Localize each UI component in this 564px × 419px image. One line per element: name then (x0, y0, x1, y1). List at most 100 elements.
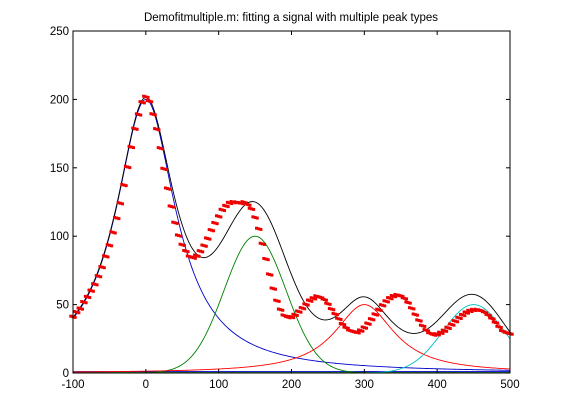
data-point (224, 204, 228, 208)
data-point (84, 301, 88, 305)
data-point (251, 215, 255, 219)
data-point (171, 220, 175, 224)
data-point (128, 166, 132, 170)
data-point (407, 306, 411, 310)
data-point (335, 313, 339, 317)
data-point (173, 221, 177, 225)
data-point (493, 321, 497, 325)
data-point (102, 254, 106, 258)
data-point (492, 317, 496, 321)
data-point (506, 331, 510, 335)
data-point (346, 326, 350, 330)
data-point (198, 249, 202, 253)
data-point (168, 187, 172, 191)
data-point (100, 265, 104, 269)
x-tick-label: 400 (428, 379, 447, 391)
data-point (394, 295, 398, 299)
data-point (308, 299, 312, 303)
data-point (223, 209, 227, 213)
data-point (477, 308, 481, 312)
data-point (361, 329, 365, 333)
data-point (158, 146, 162, 150)
data-point (497, 325, 501, 329)
data-point (174, 233, 178, 237)
data-point (442, 329, 446, 333)
data-point (291, 312, 295, 316)
data-point (88, 296, 92, 300)
data-point (93, 282, 97, 286)
data-point (444, 325, 448, 329)
data-point (209, 228, 213, 232)
data-point (342, 325, 346, 329)
data-point (99, 275, 103, 279)
y-tick-label: 50 (56, 300, 69, 312)
data-point (219, 215, 223, 219)
data-point (147, 99, 151, 103)
data-point (448, 322, 452, 326)
data-point (456, 320, 460, 324)
data-point (280, 313, 284, 317)
data-point (131, 126, 135, 130)
data-point (319, 295, 323, 299)
data-point (324, 301, 328, 305)
data-point (346, 328, 350, 332)
data-point (335, 316, 339, 320)
data-point (484, 312, 488, 316)
data-point (413, 313, 417, 317)
data-point (368, 322, 372, 326)
data-point (295, 313, 299, 317)
data-point (233, 200, 237, 204)
data-point (182, 243, 186, 247)
data-point (375, 307, 379, 311)
data-point (469, 307, 473, 311)
data-point (316, 295, 320, 299)
data-point (386, 296, 390, 300)
data-point (113, 215, 116, 219)
data-point (362, 326, 366, 330)
data-point (155, 127, 159, 131)
data-point (137, 112, 141, 116)
data-point (405, 297, 409, 301)
data-point (339, 317, 343, 321)
data-point (300, 306, 304, 310)
data-point (466, 308, 470, 312)
x-tick-label: 200 (282, 379, 301, 391)
data-point (78, 307, 82, 311)
data-point (270, 273, 274, 277)
data-point (273, 287, 277, 291)
data-point (355, 330, 359, 334)
data-point (349, 329, 353, 333)
data-point (83, 294, 87, 298)
data-point (72, 310, 76, 314)
data-point (459, 316, 463, 320)
data-point (375, 313, 379, 317)
data-point (496, 321, 500, 325)
data-point (340, 322, 344, 326)
data-point (179, 234, 183, 238)
data-point (116, 201, 120, 205)
data-point (218, 207, 222, 211)
data-point (166, 187, 170, 191)
data-point (124, 184, 128, 188)
data-point (257, 227, 261, 231)
data-point (169, 205, 173, 209)
data-point (131, 146, 135, 150)
data-points (69, 94, 514, 337)
data-point (113, 231, 117, 235)
data-point (206, 237, 210, 241)
data-point (462, 310, 466, 314)
data-point (202, 244, 206, 248)
data-point (381, 303, 385, 307)
data-point (284, 315, 288, 319)
data-point (419, 319, 423, 323)
data-point (364, 321, 368, 325)
data-point (452, 323, 456, 327)
data-point (276, 307, 280, 311)
data-point (80, 307, 84, 311)
data-point (450, 323, 454, 327)
data-point (144, 95, 148, 99)
data-point (120, 182, 124, 186)
data-point (260, 242, 264, 246)
data-point (393, 292, 397, 296)
data-point (75, 310, 79, 314)
